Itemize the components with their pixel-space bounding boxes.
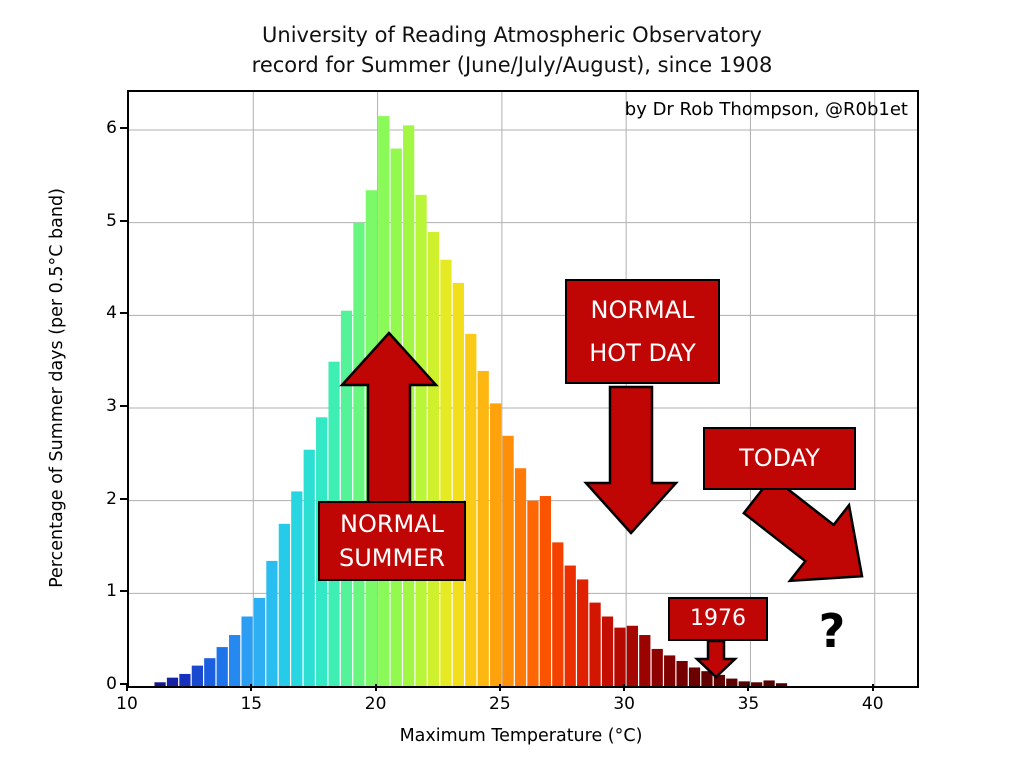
annotation-normal-summer-line2: SUMMER [338, 543, 446, 572]
x-tick-label: 20 [364, 694, 387, 714]
x-tick-mark [498, 684, 501, 691]
histogram-bar [353, 222, 365, 686]
plot-area [127, 90, 919, 688]
histogram-bar [639, 635, 651, 686]
x-tick-mark [126, 684, 128, 691]
histogram-bar [229, 635, 241, 686]
annotation-1976: 1976 [668, 597, 768, 641]
histogram-bar [179, 673, 191, 686]
y-tick-label: 1 [106, 581, 117, 602]
histogram-bar [701, 671, 713, 686]
histogram-bar [514, 468, 527, 686]
histogram-bar [589, 602, 601, 686]
histogram-bar [403, 125, 415, 686]
histogram-bar [651, 648, 663, 686]
histogram-bar [664, 655, 676, 686]
histogram-bar [527, 500, 539, 686]
histogram-bar [465, 333, 477, 686]
y-tick-mark [120, 590, 127, 593]
histogram-bar [390, 148, 402, 686]
histogram-bar [266, 560, 278, 686]
y-tick-mark [120, 497, 127, 500]
histogram-bar [340, 310, 353, 686]
histogram-bar [601, 616, 614, 686]
annotation-today: TODAY [703, 427, 856, 490]
attribution-text: by Dr Rob Thompson, @R0b1et [624, 99, 908, 120]
page-title: University of Reading Atmospheric Observ… [0, 20, 1024, 80]
histogram-bar [241, 616, 253, 686]
y-tick-label: 0 [106, 674, 117, 694]
histogram-bar [452, 282, 464, 686]
histogram-bar [751, 682, 763, 686]
histogram-bar [490, 403, 502, 686]
histogram-bar [564, 565, 576, 686]
histogram-bar [775, 683, 788, 686]
histogram-bar [726, 678, 738, 686]
histogram-bar [738, 681, 750, 686]
x-tick-label: 30 [613, 694, 635, 714]
y-tick-label: 2 [106, 488, 117, 509]
histogram-bar [552, 542, 564, 686]
histogram-bar [688, 667, 701, 686]
x-tick-label: 35 [737, 694, 760, 714]
histogram-bar [278, 523, 290, 686]
annotation-normal-summer-line1: NORMAL [339, 509, 444, 538]
x-tick-label: 25 [489, 694, 511, 714]
x-tick-label: 15 [240, 694, 263, 714]
y-tick-mark [120, 219, 127, 222]
histogram-bar [614, 627, 626, 686]
x-tick-mark [623, 684, 626, 691]
histogram-bar [204, 658, 216, 686]
title-line-2: record for Summer (June/July/August), si… [251, 53, 773, 77]
histogram-bar [577, 579, 589, 686]
y-tick-mark [120, 126, 127, 129]
annotation-normal-hot-day-line2: HOT DAY [589, 338, 696, 367]
x-tick-label: 10 [116, 694, 138, 714]
histogram-bar [427, 231, 440, 686]
histogram-bar [191, 665, 203, 686]
histogram-bar [415, 194, 427, 686]
x-tick-label: 40 [861, 694, 884, 714]
histogram-bar [539, 496, 551, 686]
histogram-bar [713, 674, 725, 686]
y-tick-label: 3 [106, 395, 117, 416]
histogram-bar [502, 435, 514, 686]
y-tick-mark [120, 312, 127, 315]
annotation-1976-label: 1976 [690, 605, 746, 631]
histogram-bar [166, 677, 179, 686]
x-axis-label: Maximum Temperature (°C) [399, 726, 643, 746]
histogram-bar [365, 190, 377, 686]
histogram-bar [477, 370, 489, 686]
annotation-normal-hot-day: NORMAL HOT DAY [565, 279, 720, 384]
question-mark: ? [818, 604, 846, 658]
histogram-bar [291, 491, 303, 686]
annotation-normal-summer: NORMAL SUMMER [318, 501, 466, 581]
histogram-bar [440, 259, 452, 686]
histogram-bar [154, 682, 166, 686]
y-tick-label: 6 [106, 117, 117, 138]
annotation-normal-hot-day-line1: NORMAL [590, 296, 695, 325]
y-axis-label: Percentage of Summer days (per 0.5°C ban… [47, 188, 67, 588]
annotation-today-label: TODAY [739, 444, 820, 473]
histogram-bar [253, 597, 266, 686]
histogram-canvas [129, 92, 917, 686]
y-tick-label: 5 [106, 210, 117, 231]
y-tick-mark [120, 683, 127, 685]
x-tick-mark [250, 684, 253, 691]
histogram-bar [763, 680, 775, 686]
y-tick-label: 4 [106, 303, 117, 324]
histogram-bar [303, 449, 315, 686]
histogram-bar [378, 116, 390, 686]
histogram-bar [216, 647, 228, 686]
histogram-bar [676, 660, 688, 686]
title-line-1: University of Reading Atmospheric Observ… [262, 23, 762, 47]
x-tick-mark [747, 684, 750, 691]
y-tick-mark [120, 404, 127, 407]
histogram-bar [626, 625, 638, 686]
x-tick-mark [374, 684, 377, 691]
x-tick-mark [871, 684, 874, 691]
